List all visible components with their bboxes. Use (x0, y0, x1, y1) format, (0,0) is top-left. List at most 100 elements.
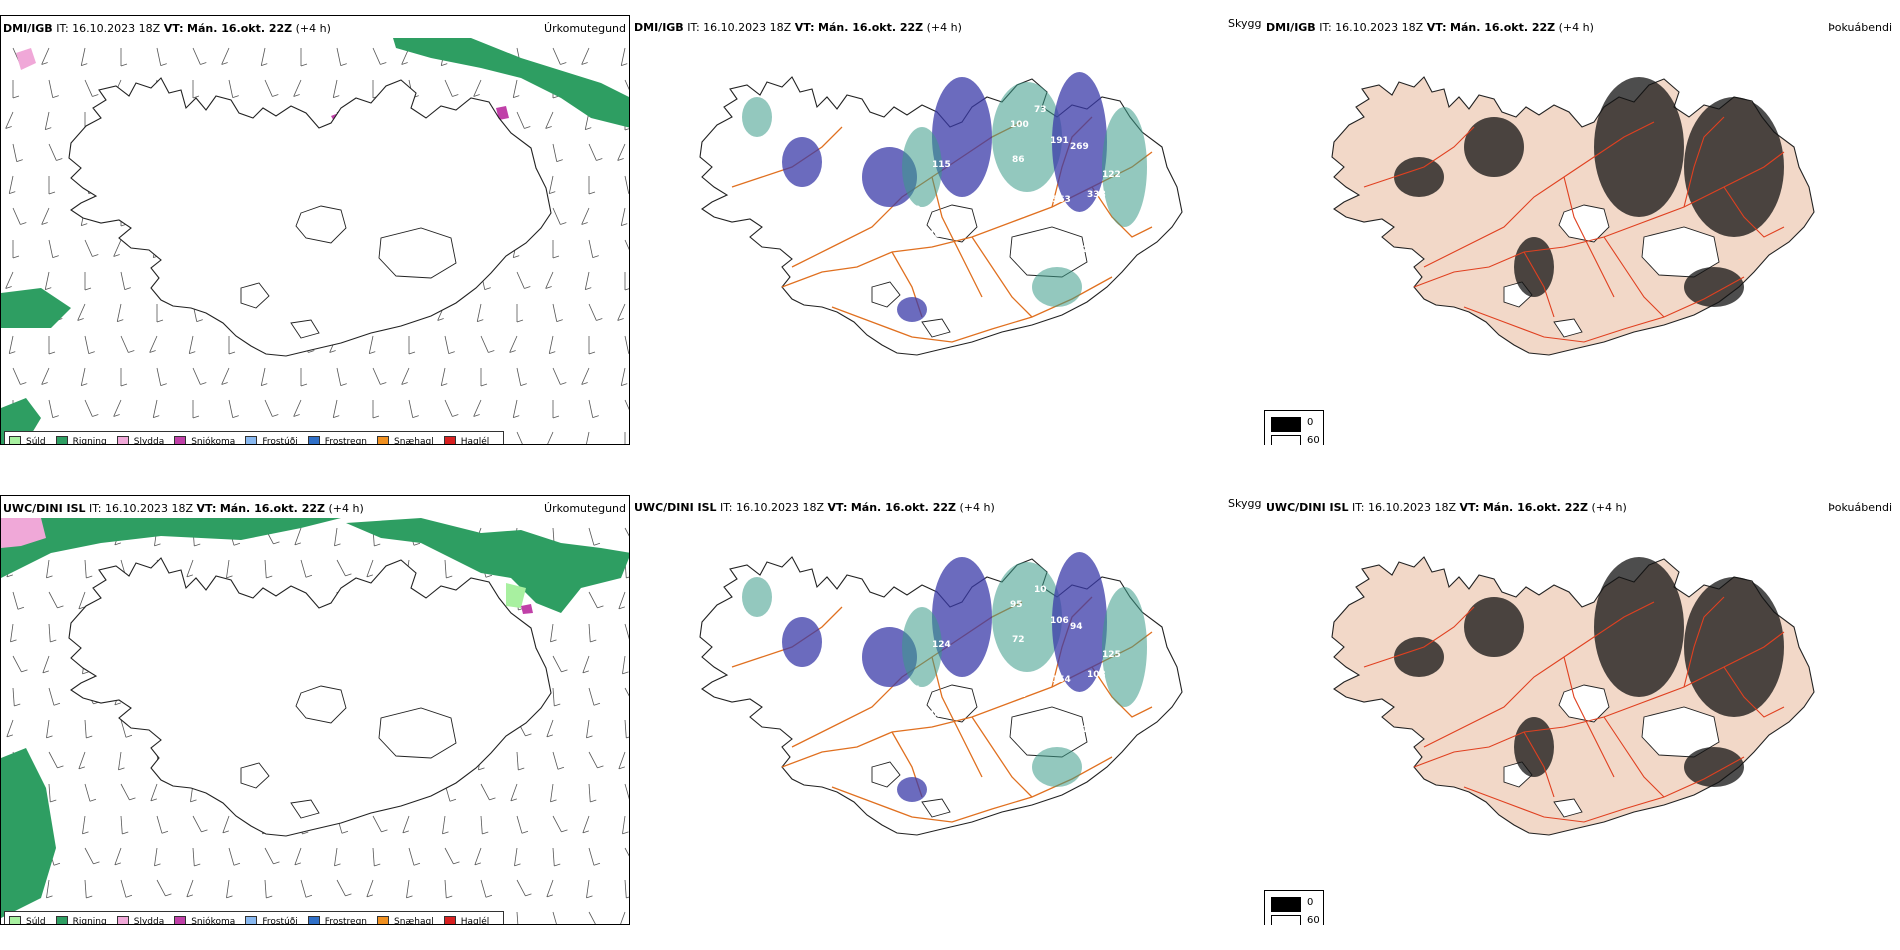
legend-item: Snæhagl (377, 916, 434, 925)
fog-panel-label: Þokuábendi (1828, 21, 1892, 34)
ceiling-value-label: 338 (1087, 190, 1106, 200)
precip-panel-bottom: UWC/DINI ISL IT: 16.10.2023 18Z VT: Mán.… (0, 495, 630, 925)
precip-panel-label: Úrkomutegund (544, 502, 626, 515)
legend-swatch (245, 916, 258, 924)
legend-label: Rigning (72, 437, 107, 445)
precip-legend: Súld Rigning Slydda Snjókoma Frostúði Frostre… (4, 431, 505, 445)
ceiling-value-label: 122 (1102, 170, 1121, 180)
precip-panel-top: DMI/IGB IT: 16.10.2023 18Z VT: Mán. 16.o… (0, 15, 630, 445)
ceiling-value-label: 94 (1070, 622, 1083, 632)
ceiling-value-label: 18 (772, 185, 785, 195)
legend-item: Súld (9, 916, 46, 925)
ceiling-value-label: 72 (1012, 635, 1025, 645)
legend-item: Rigning (55, 916, 107, 925)
ceiling-value-label: 161 (1007, 690, 1026, 700)
ceiling-value-label: 125 (1102, 650, 1121, 660)
ceiling-value-label: 72 (792, 598, 805, 608)
legend-item: Snæhagl (377, 436, 434, 445)
legend-label: Snæhagl (394, 437, 434, 445)
fog-panel-top: DMI/IGB IT: 16.10.2023 18Z VT: Mán. 16.o… (1264, 15, 1894, 445)
ceiling-value-label: 146 (922, 230, 941, 240)
sky-panel-label: Skyggni (1228, 17, 1262, 30)
ceiling-value-label: 106 (1050, 616, 1069, 626)
precip-legend: Súld Rigning Slydda Snjókoma Frostúði Frostre… (4, 911, 505, 925)
legend-label: Rigning (72, 917, 107, 925)
ceiling-value-label: 221 (1082, 245, 1101, 255)
ceiling-value-label: 100 (1042, 552, 1061, 562)
legend-label: Frostregn (324, 917, 368, 925)
legend-label: Frostregn (324, 437, 368, 445)
ceiling-value-label: 73 (1034, 105, 1047, 115)
legend-item: Frostúði (245, 436, 298, 445)
legend-item: Haglél (443, 436, 490, 445)
ceiling-panel-top: DMI/IGB IT: 16.10.2023 18Z VT: Mán. 16.o… (632, 15, 1262, 445)
legend-label: Haglél (460, 437, 490, 445)
ceiling-value-label: 101 (902, 685, 921, 695)
ceiling-value-label: 63 (832, 150, 845, 160)
legend-swatch (377, 436, 390, 444)
ceiling-value-label: 96 (1152, 160, 1165, 170)
ceiling-value-label: 115 (932, 160, 951, 170)
legend-swatch (307, 436, 320, 444)
sky-panel-label: Skyggni (1228, 497, 1262, 510)
fog-legend: 0 60 (1264, 890, 1324, 925)
ceiling-value-label: 563 (1052, 195, 1071, 205)
ceiling-value-label: 124 (812, 696, 831, 706)
ceiling-value-label: 63 (967, 830, 980, 840)
legend-label: Snæhagl (394, 917, 434, 925)
legend-item: Slydda (116, 436, 164, 444)
fog-panel-bottom: UWC/DINI ISL IT: 16.10.2023 18Z VT: Mán.… (1264, 495, 1894, 925)
ceiling-value-label: 100 (1010, 120, 1029, 130)
ceiling-value-label: 103 (1087, 670, 1106, 680)
ceiling-value-label: 269 (1070, 142, 1089, 152)
legend-label: Frostúði (262, 437, 298, 445)
legend-label: Haglél (460, 917, 490, 925)
ceiling-value-label: 191 (1050, 136, 1069, 146)
legend-swatch (9, 916, 21, 924)
ceiling-value-label: 106 (1007, 210, 1026, 220)
panel-title: DMI/IGB IT: 16.10.2023 18Z VT: Mán. 16.o… (634, 21, 962, 34)
precip-panel-label: Úrkomutegund (544, 22, 626, 35)
legend-swatch (116, 436, 129, 444)
ceiling-value-label: 78 (1152, 640, 1165, 650)
legend-item: Slydda (116, 916, 164, 924)
legend-swatch (245, 436, 258, 444)
panel-title: UWC/DINI ISL IT: 16.10.2023 18Z VT: Mán.… (634, 501, 995, 514)
fog-legend: 0 60 (1264, 410, 1324, 445)
legend-swatch (116, 916, 129, 924)
precip-map (1, 38, 629, 444)
ceiling-value-label: 10 (1034, 585, 1047, 595)
ceiling-value-label: 200 (902, 205, 921, 215)
ceiling-value-label: 144 (922, 710, 941, 720)
legend-item: Haglél (443, 916, 490, 925)
legend-item: Snjókoma (174, 436, 235, 444)
legend-swatch (307, 916, 320, 924)
ceiling-value-label: 37 (792, 118, 805, 128)
panel-title: UWC/DINI ISL IT: 16.10.2023 18Z VT: Mán.… (1266, 501, 1627, 514)
ceiling-value-label: 92 (967, 350, 980, 360)
fog-panel-label: Þokuábendi (1828, 501, 1892, 514)
ceiling-value-label: 86 (1012, 155, 1025, 165)
legend-swatch (174, 916, 187, 924)
legend-swatch (9, 436, 21, 444)
legend-swatch (174, 436, 187, 444)
panel-title: UWC/DINI ISL IT: 16.10.2023 18Z VT: Mán.… (3, 502, 364, 515)
fog-map (1331, 556, 1815, 836)
ceiling-value-label: 95 (1010, 600, 1023, 610)
ceiling-value-label: 124 (932, 640, 951, 650)
legend-item: Frostúði (245, 916, 298, 924)
legend-swatch (443, 436, 456, 444)
legend-item: Frostregn (307, 436, 368, 445)
legend-swatch (443, 916, 456, 924)
legend-label: Snjókoma (191, 917, 236, 925)
legend-label: Súld (26, 917, 46, 925)
legend-item: Súld (9, 436, 46, 445)
legend-label: Súld (26, 437, 46, 445)
panel-title: DMI/IGB IT: 16.10.2023 18Z VT: Mán. 16.o… (1266, 21, 1594, 34)
ceiling-value-label: 154 (1052, 675, 1071, 685)
legend-swatch (377, 916, 390, 924)
panel-title: DMI/IGB IT: 16.10.2023 18Z VT: Mán. 16.o… (3, 22, 331, 35)
ceiling-value-label: 128 (832, 630, 851, 640)
ceiling-value-label: 234 (812, 216, 831, 226)
